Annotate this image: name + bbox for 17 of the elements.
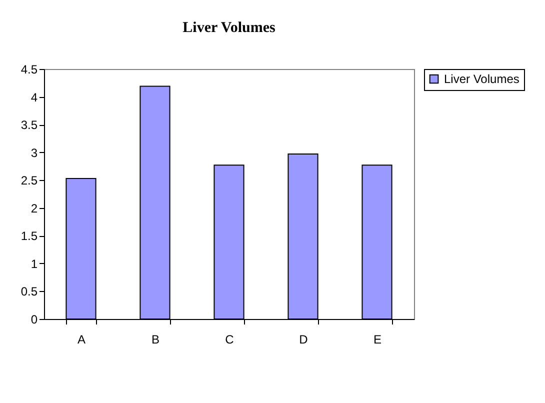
y-tick-label: 3 (30, 146, 38, 160)
x-tick-label: D (299, 332, 308, 346)
x-tick-label: B (151, 332, 160, 346)
y-tick-label: 0 (30, 312, 38, 326)
y-tick-label: 4.5 (20, 62, 38, 76)
x-tick-label: C (225, 332, 234, 346)
y-tick-label: 1 (30, 256, 38, 271)
y-tick-label: 2.5 (20, 174, 38, 188)
y-tick-label: 4 (30, 90, 38, 104)
y-tick-label: 3.5 (20, 118, 38, 132)
x-tick-label: A (77, 332, 86, 346)
y-tick-label: 2 (30, 201, 38, 216)
chart-title: Liver Volumes (182, 20, 276, 36)
x-tick-label: E (373, 332, 382, 346)
legend-label: Liver Volumes (444, 72, 520, 86)
y-tick-label: 1.5 (20, 229, 38, 244)
y-tick-label: 0.5 (20, 284, 38, 299)
